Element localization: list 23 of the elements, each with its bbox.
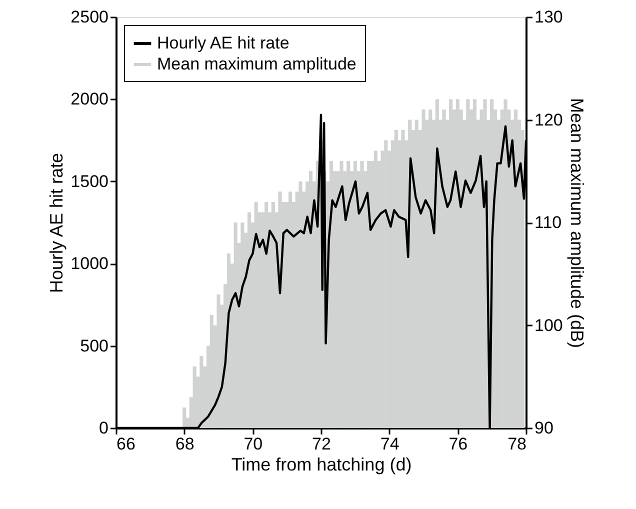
y-tick-label: 2000	[70, 90, 108, 109]
y-tick-label: 2500	[70, 8, 108, 26]
y2-tick-label: 130	[534, 8, 563, 26]
y-axis-title: Hourly AE hit rate	[46, 152, 67, 294]
x-tick-label: 66	[116, 434, 136, 454]
x-tick-label: 74	[380, 434, 400, 454]
y-tick-label: 500	[80, 336, 108, 356]
y2-tick-label: 100	[534, 316, 563, 335]
x-tick-label: 76	[448, 434, 468, 454]
legend-label: Mean maximum amplitude	[157, 54, 356, 74]
legend-label: Hourly AE hit rate	[157, 34, 290, 52]
y2-tick-label: 120	[534, 110, 563, 130]
y-tick-label: 1000	[70, 254, 108, 274]
x-tick-label: 78	[508, 434, 526, 454]
y-tick-label: 1500	[70, 172, 108, 191]
y-tick-label: 0	[99, 418, 108, 438]
x-tick-label: 70	[244, 434, 263, 454]
x-tick-label: 72	[312, 434, 331, 454]
y2-tick-label: 110	[534, 213, 562, 232]
y2-axis-title: Mean maximum amplitude (dB)	[566, 98, 587, 348]
x-tick-label: 68	[175, 434, 194, 454]
x-axis-title: Time from hatching (d)	[231, 454, 412, 474]
y2-tick-label: 90	[534, 418, 554, 438]
